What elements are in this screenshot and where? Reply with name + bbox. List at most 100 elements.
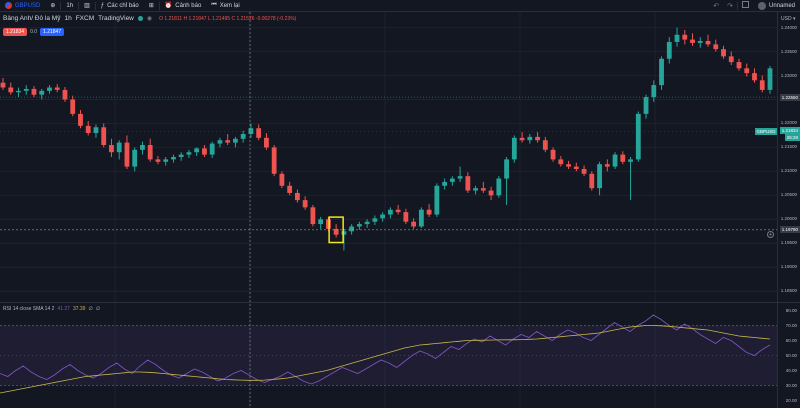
undo-icon[interactable]: ↶ <box>713 2 720 10</box>
rsi-tick-label: 80.00 <box>785 307 797 313</box>
rsi-sma-value: 37.39 <box>72 306 86 312</box>
candle-body <box>248 128 254 134</box>
indicators-label: Các chỉ báo <box>107 2 139 9</box>
rsi-axis[interactable]: 80.00 70.00 60.00 50.00 40.00 30.00 20.00 <box>777 303 800 408</box>
price-tick-label: 1.20500 <box>780 192 797 198</box>
candle-body <box>635 113 641 160</box>
candle-body <box>442 181 448 186</box>
candle-body <box>597 164 602 189</box>
candle-body <box>721 49 726 57</box>
layout-box-icon[interactable] <box>738 1 753 10</box>
ohlc-close: C 1.21526 <box>231 15 255 22</box>
candle-body <box>264 137 269 148</box>
candle-body <box>573 166 579 169</box>
candle-body <box>287 185 293 193</box>
candle-body <box>628 159 633 162</box>
chart-canvas[interactable] <box>0 12 777 408</box>
candle-body <box>612 154 618 167</box>
layout-menu-button[interactable]: Unnamed <box>753 0 800 12</box>
candle-body <box>147 145 153 160</box>
alert-button[interactable]: ⏰ Cảnh báo <box>160 0 207 12</box>
gbpusd-flag-icon <box>5 2 12 9</box>
indicators-button[interactable]: ƒ Các chỉ báo <box>96 0 144 12</box>
candle-body <box>511 137 517 160</box>
candle-body <box>542 140 548 150</box>
candle-body <box>457 176 463 179</box>
candle-body <box>8 87 14 93</box>
divider <box>94 1 96 10</box>
candle-body <box>39 90 45 95</box>
candle-body <box>93 127 99 134</box>
rsi-sma-line <box>0 325 771 394</box>
candle-type-button[interactable]: ▥ <box>79 0 95 12</box>
divider <box>60 1 62 10</box>
templates-button[interactable]: ⊞ <box>144 0 159 12</box>
candle-body <box>356 224 362 227</box>
currency-label[interactable]: USD ▾ <box>781 16 796 22</box>
candle-body <box>54 87 60 90</box>
divider <box>158 1 160 10</box>
candle-body <box>349 226 355 232</box>
add-alert-icon[interactable]: + <box>767 231 774 238</box>
candle-body <box>387 209 393 215</box>
candles-icon: ▥ <box>84 3 90 9</box>
candle-body <box>302 200 308 208</box>
symbol-search-button[interactable]: GBPUSD <box>0 0 45 12</box>
rsi-na-2: ∅ <box>95 306 101 312</box>
add-symbol-button[interactable]: ⊕ <box>45 0 60 12</box>
candle-body <box>62 89 68 100</box>
candle-body <box>682 34 688 40</box>
candle-body <box>473 188 478 191</box>
candle-body <box>620 154 626 162</box>
candle-body <box>690 39 695 43</box>
crosshair-price-tag: 1.19780 <box>779 226 800 234</box>
current-price-tag: 1.22550 <box>779 93 800 101</box>
redo-icon[interactable]: ↷ <box>727 2 733 10</box>
candle-body <box>411 221 417 227</box>
ohlc-change: -0.00278 (-0.23%) <box>255 15 297 22</box>
candle-body <box>643 97 649 114</box>
market-open-dot-icon <box>137 16 143 21</box>
legend-title: Bảng Anh/ Đô la Mỹ <box>3 15 61 22</box>
chart-legend: Bảng Anh/ Đô la Mỹ 1h FXCM TradingView ◉… <box>3 15 296 22</box>
rsi-tick-label: 30.00 <box>785 382 797 388</box>
candle-body <box>178 154 184 157</box>
candle-body <box>16 90 21 93</box>
rsi-tick-label: 20.00 <box>785 397 797 403</box>
legend-interval: 1h <box>64 15 72 22</box>
candle-body <box>217 140 223 144</box>
candle-body <box>767 68 773 90</box>
candle-body <box>256 128 262 138</box>
candle-body <box>752 73 757 81</box>
candle-body <box>240 133 246 139</box>
candle-body <box>527 136 533 141</box>
price-tick-label: 1.19500 <box>780 240 797 246</box>
candle-body <box>0 82 6 88</box>
candle-body <box>480 188 486 191</box>
avatar <box>757 1 766 10</box>
price-axis[interactable]: 1.240001.235001.230001.225001.220001.215… <box>777 12 800 302</box>
candle-body <box>589 173 595 189</box>
candle-body <box>116 142 122 153</box>
grid-icon: ⊞ <box>148 3 154 9</box>
candle-body <box>535 136 540 141</box>
candle-body <box>202 148 207 155</box>
candle-body <box>225 140 231 143</box>
candle-body <box>744 68 750 74</box>
sell-button[interactable]: 1.21834 <box>3 28 28 36</box>
legend-source: TradingView <box>98 15 134 22</box>
buy-button[interactable]: 1.21847 <box>40 28 65 36</box>
replay-button[interactable]: ⏮ Xem lại <box>206 0 244 12</box>
candle-body <box>449 178 455 182</box>
candle-body <box>23 88 29 91</box>
top-toolbar: GBPUSD ⊕ 1h ▥ ƒ Các chỉ báo ⊞ ⏰ Cảnh báo… <box>0 0 800 12</box>
layout-name: Unnamed <box>768 2 795 9</box>
candle-body <box>31 88 37 95</box>
eye-icon[interactable]: ◉ <box>146 16 153 22</box>
candle-body <box>271 147 277 174</box>
pane-divider[interactable] <box>0 302 800 303</box>
candle-body <box>209 143 215 155</box>
price-tick-label: 1.18500 <box>780 288 797 294</box>
candle-body <box>333 228 339 235</box>
interval-button[interactable]: 1h <box>61 0 78 12</box>
